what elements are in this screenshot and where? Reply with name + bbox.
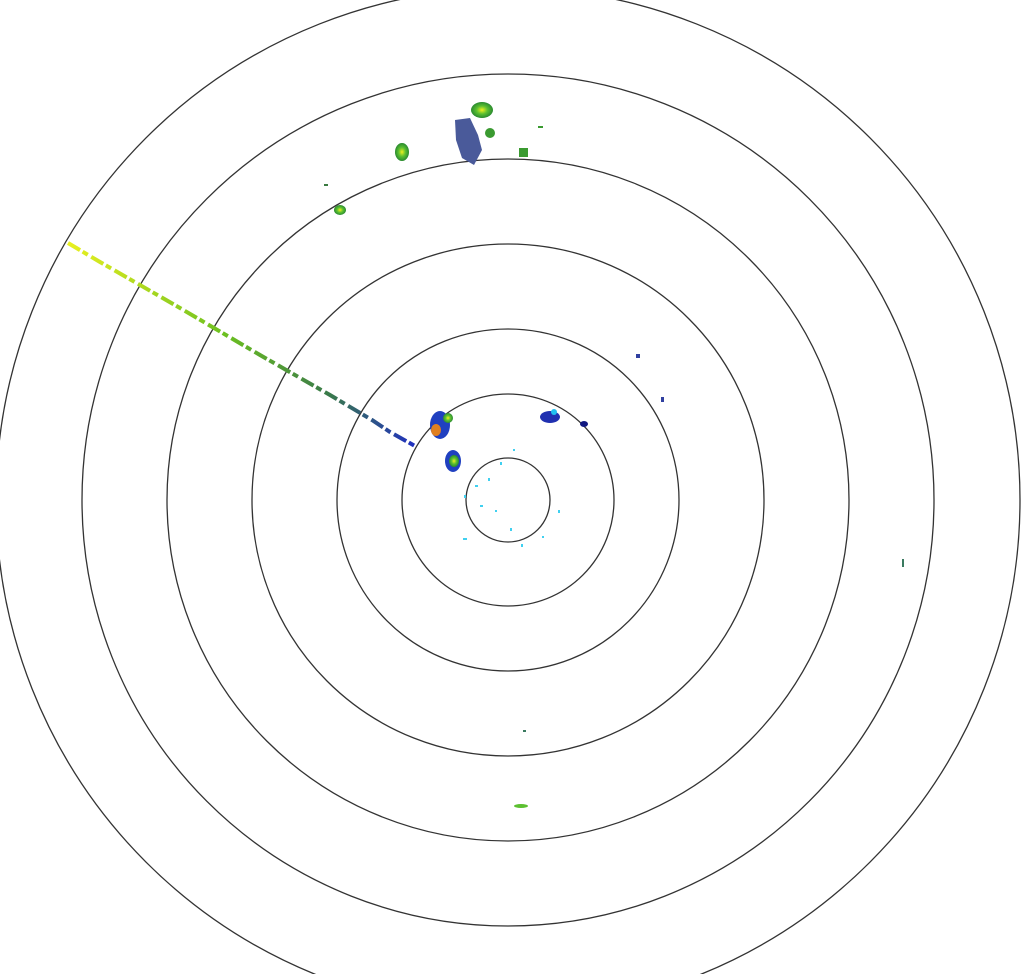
echo-cell [538,126,543,128]
clutter-dot [463,538,467,540]
echo-cell [455,118,482,165]
clutter-dot [495,510,497,512]
echo-cell [449,455,459,467]
range-ring [251,243,765,757]
echo-cell [324,184,328,186]
echo-cell [661,397,664,402]
range-ring [336,328,680,672]
range-ring [166,158,850,842]
clutter-dot [513,449,515,451]
clutter [463,449,560,547]
clutter-dot [488,478,490,481]
echo-cell [471,102,493,118]
echo-cell [540,411,560,423]
clutter-dot [475,485,478,487]
clutter-dot [542,536,544,538]
echo-cell [902,559,904,567]
echo-cell [636,354,640,358]
echo-cell [519,148,528,157]
range-ring [401,393,615,607]
echo-cell [580,421,588,427]
clutter-dot [558,510,560,513]
echo-cell [514,804,528,808]
clutter-dot [521,544,523,547]
clutter-dot [464,495,466,498]
echo-cell [431,424,441,436]
echo-cell [395,143,409,161]
clutter-dot [480,505,483,507]
echo-cell [523,730,526,732]
echo-streak [66,241,416,448]
clutter-dot [510,528,512,531]
echoes [66,102,904,808]
echo-cell [551,409,557,415]
echo-cell [334,205,346,215]
range-ring [81,73,935,927]
range-ring [465,457,551,543]
clutter-dot [500,462,502,465]
echo-cell [443,413,453,423]
echo-cell [485,128,495,138]
